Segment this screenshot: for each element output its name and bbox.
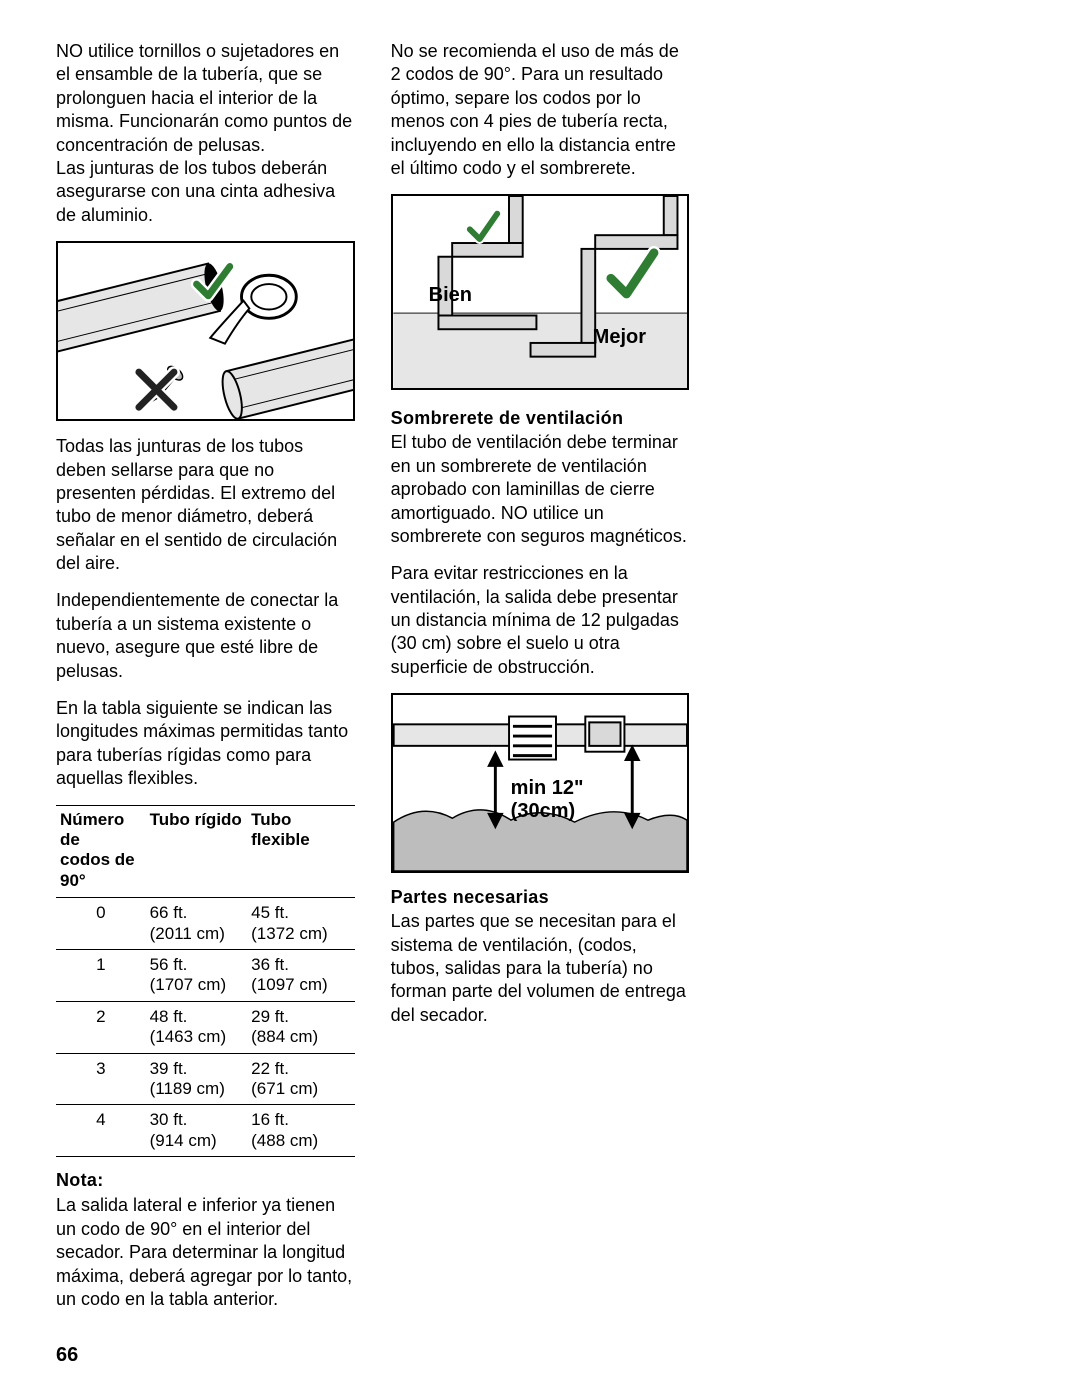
label-bien: Bien: [429, 284, 472, 307]
table-row: 2 48 ft.(1463 cm) 29 ft.(884 cm): [56, 1001, 355, 1053]
pipe-joint-illustration: [58, 243, 353, 419]
right-gutter: [725, 40, 1024, 1325]
page-number: 66: [56, 1344, 78, 1367]
page: NO utilice tornillos o sujetadores en el…: [0, 0, 1080, 1397]
cell-flex: 22 ft.(671 cm): [247, 1053, 355, 1105]
cell-rigid: 39 ft.(1189 cm): [146, 1053, 248, 1105]
table-row: 3 39 ft.(1189 cm) 22 ft.(671 cm): [56, 1053, 355, 1105]
para-partes: Las partes que se necesitan para el sist…: [391, 910, 690, 1027]
pipe-length-table: Número de codos de 90° Tubo rígido Tubo …: [56, 805, 355, 1157]
figure-bien-mejor: Bien Mejor: [391, 194, 690, 390]
table-row: 0 66 ft.(2011 cm) 45 ft.(1372 cm): [56, 898, 355, 950]
cell-n: 4: [56, 1105, 146, 1157]
para-tape: Las junturas de los tubos deberán asegur…: [56, 157, 355, 227]
left-column: NO utilice tornillos o sujetadores en el…: [56, 40, 355, 1325]
cell-flex: 29 ft.(884 cm): [247, 1001, 355, 1053]
para-no-screws: NO utilice tornillos o sujetadores en el…: [56, 40, 355, 157]
heading-partes: Partes necesarias: [391, 887, 690, 908]
cell-n: 2: [56, 1001, 146, 1053]
figure-min-clearance: min 12" (30cm): [391, 693, 690, 873]
table-row: 4 30 ft.(914 cm) 16 ft.(488 cm): [56, 1105, 355, 1157]
cell-rigid: 66 ft.(2011 cm): [146, 898, 248, 950]
cell-n: 3: [56, 1053, 146, 1105]
para-sombrerete-1: El tubo de ventilación debe terminar en …: [391, 431, 690, 548]
columns-wrapper: NO utilice tornillos o sujetadores en el…: [56, 40, 1024, 1325]
cell-flex: 16 ft.(488 cm): [247, 1105, 355, 1157]
label-min12-line1: min 12": [511, 777, 584, 799]
cell-rigid: 48 ft.(1463 cm): [146, 1001, 248, 1053]
para-max-2-elbows: No se recomienda el uso de más de 2 codo…: [391, 40, 690, 180]
th-flex: Tubo flexible: [247, 805, 355, 898]
cell-n: 1: [56, 949, 146, 1001]
label-mejor: Mejor: [593, 326, 646, 349]
nota-label: Nota:: [56, 1169, 355, 1192]
th-elbows-line1: Número de: [60, 810, 124, 849]
cell-rigid: 30 ft.(914 cm): [146, 1105, 248, 1157]
table-header-row: Número de codos de 90° Tubo rígido Tubo …: [56, 805, 355, 898]
para-seal-joints: Todas las junturas de los tubos deben se…: [56, 435, 355, 575]
nota-block: Nota: La salida lateral e inferior ya ti…: [56, 1169, 355, 1311]
table-row: 1 56 ft.(1707 cm) 36 ft.(1097 cm): [56, 949, 355, 1001]
cell-n: 0: [56, 898, 146, 950]
para-lint-free: Independientemente de conectar la tuberí…: [56, 589, 355, 683]
heading-sombrerete: Sombrerete de ventilación: [391, 408, 690, 429]
para-sombrerete-2: Para evitar restricciones en la ventilac…: [391, 562, 690, 679]
cell-rigid: 56 ft.(1707 cm): [146, 949, 248, 1001]
nota-body: La salida lateral e inferior ya tienen u…: [56, 1195, 352, 1309]
label-min12-line2: (30cm): [511, 800, 575, 822]
th-elbows-line2: codos de 90°: [60, 850, 135, 889]
cell-flex: 36 ft.(1097 cm): [247, 949, 355, 1001]
para-table-intro: En la tabla siguiente se indican las lon…: [56, 697, 355, 791]
th-elbows: Número de codos de 90°: [56, 805, 146, 898]
cell-flex: 45 ft.(1372 cm): [247, 898, 355, 950]
right-column: No se recomienda el uso de más de 2 codo…: [391, 40, 690, 1325]
label-min12: min 12" (30cm): [511, 777, 584, 823]
th-rigid: Tubo rígido: [146, 805, 248, 898]
figure-pipe-joint: [56, 241, 355, 421]
